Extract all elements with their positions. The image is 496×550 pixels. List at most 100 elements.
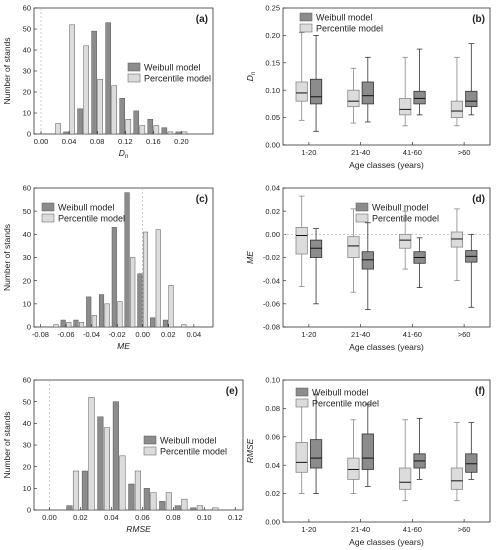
bar-percentile: [79, 322, 85, 328]
y-tick-label: 0.10: [265, 376, 280, 385]
x-tick-label: 0.00: [42, 513, 57, 522]
panel-label: (d): [472, 194, 485, 205]
box-weibull: [413, 90, 426, 105]
panel-e: 0 10 20 30 40 50 60 Number of stands (e) 0.00 0.02…: [2, 376, 244, 534]
panel-label: (b): [472, 14, 485, 25]
y-axis-label: Number of stands: [2, 224, 12, 291]
y-tick-label: 0.08: [265, 404, 280, 413]
y-axis-label: Number of stands: [2, 37, 12, 104]
box-percentile: [450, 100, 464, 119]
box-percentile: [295, 226, 308, 255]
bar-weibull: [150, 317, 156, 328]
box-percentile: [399, 233, 412, 249]
x-tick-label: 0.04: [187, 330, 202, 339]
x-tick-label: 1-20: [301, 330, 316, 339]
box-percentile: [347, 236, 360, 258]
x-tick-label: -0.08: [32, 330, 49, 339]
legend-swatch-weibull: [299, 12, 313, 22]
legend-label: Weibull model: [316, 13, 372, 23]
bar-percentile: [72, 470, 80, 511]
x-axis-label: Age classes (years): [349, 537, 424, 547]
box-percentile: [399, 98, 412, 116]
y-tick-label: -0.02: [263, 253, 280, 262]
y-axis-label-main: D: [245, 75, 255, 81]
y-tick-label: 0.20: [265, 31, 280, 40]
legend-label: Percentile model: [316, 24, 383, 34]
bar-weibull: [137, 273, 143, 328]
x-tick-label: 0.00: [34, 137, 49, 146]
bar-percentile: [134, 470, 141, 511]
y-tick-label: 0.00: [265, 141, 280, 150]
y-axis-label-sub: n: [251, 71, 257, 75]
bar-percentile: [167, 131, 174, 135]
bar-percentile: [150, 492, 157, 511]
x-axis-label-sub: n: [125, 154, 129, 160]
x-axis-label: ME: [117, 341, 130, 351]
bar-percentile: [88, 397, 95, 511]
bar-percentile: [83, 45, 89, 135]
y-tick-label: 60: [23, 376, 31, 385]
x-tick-label: 41-60: [403, 148, 422, 157]
x-tick-label: 1-20: [301, 148, 316, 157]
y-axis-label: ME: [245, 251, 255, 264]
y-tick-label: 50: [23, 25, 31, 34]
bar-percentile: [139, 125, 146, 135]
y-tick-label: 30: [23, 67, 31, 76]
bar-percentile: [181, 131, 188, 135]
y-tick-label: 40: [23, 46, 31, 55]
x-axis-label: RMSE: [126, 524, 151, 534]
x-tick-label: >60: [458, 525, 471, 534]
box-percentile: [399, 467, 412, 490]
legend-swatch-percentile: [299, 23, 313, 33]
bar-weibull: [86, 296, 92, 328]
y-axis-label: Dn: [245, 71, 257, 81]
bar-weibull: [175, 131, 182, 135]
legend-label: Percentile model: [144, 74, 211, 84]
panel-c: 0 10 20 30 40 50 60 Number of stands (c) -0.08 -0.…: [2, 184, 214, 351]
legend-swatch-weibull: [355, 202, 369, 212]
x-tick-label: 0.12: [228, 513, 243, 522]
bar-percentile: [155, 229, 161, 328]
box-weibull: [361, 433, 374, 470]
x-tick-label: 0.04: [104, 513, 119, 522]
x-tick-label: >60: [458, 330, 471, 339]
y-tick-label: 20: [23, 88, 31, 97]
y-tick-label: 0.00: [265, 518, 280, 527]
legend-swatch-percentile: [41, 213, 55, 223]
panel-label: (c): [196, 194, 208, 205]
y-tick-label: 20: [23, 276, 31, 285]
y-tick-label: 0.04: [265, 184, 280, 193]
bar-weibull: [190, 507, 197, 511]
bar-weibull: [112, 401, 119, 511]
x-tick-label: 0.08: [90, 137, 105, 146]
bar-percentile: [212, 507, 219, 511]
bar-percentile: [142, 231, 149, 328]
x-axis-label: Dn: [119, 148, 129, 160]
bar-weibull: [63, 131, 69, 135]
y-tick-label: 0: [27, 323, 31, 332]
x-tick-label: 0.12: [118, 137, 133, 146]
y-tick-label: -0.06: [263, 299, 280, 308]
y-tick-label: 40: [23, 419, 31, 428]
x-tick-label: 41-60: [403, 525, 422, 534]
legend-label: Weibull model: [58, 203, 114, 213]
legend-label: Weibull model: [312, 388, 368, 398]
bar-percentile: [69, 24, 75, 135]
y-tick-label: 0.05: [265, 113, 280, 122]
x-axis-label-main: D: [119, 148, 125, 158]
panel-f: 0.00 0.02 0.04 0.06 0.08 0.10 RMSE (f) 1-20 21-40…: [245, 376, 491, 547]
bar-percentile: [97, 79, 103, 135]
legend-label: Weibull model: [160, 436, 216, 446]
x-axis-label: Age classes (years): [349, 342, 424, 352]
x-tick-label: 0.02: [161, 330, 176, 339]
y-tick-label: 0: [27, 130, 31, 139]
y-tick-label: 10: [23, 299, 31, 308]
bar-weibull: [81, 470, 88, 511]
bar-percentile: [130, 257, 136, 328]
bar-weibull: [174, 505, 181, 511]
box-weibull: [465, 453, 478, 473]
bar-percentile: [117, 301, 123, 328]
